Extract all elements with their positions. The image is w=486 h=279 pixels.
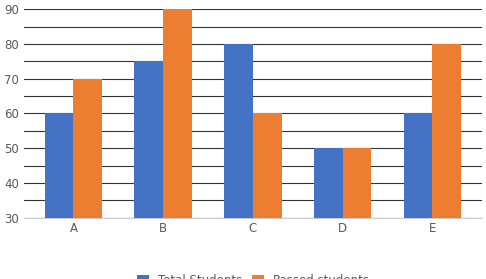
Bar: [314, 148, 343, 279]
Bar: [73, 79, 102, 279]
Bar: [403, 113, 433, 279]
Legend: Total Students, Passed students: Total Students, Passed students: [132, 270, 374, 279]
Bar: [224, 44, 253, 279]
Bar: [135, 61, 163, 279]
Bar: [343, 148, 371, 279]
Bar: [433, 44, 461, 279]
Bar: [45, 113, 73, 279]
Bar: [253, 113, 281, 279]
Bar: [163, 9, 192, 279]
